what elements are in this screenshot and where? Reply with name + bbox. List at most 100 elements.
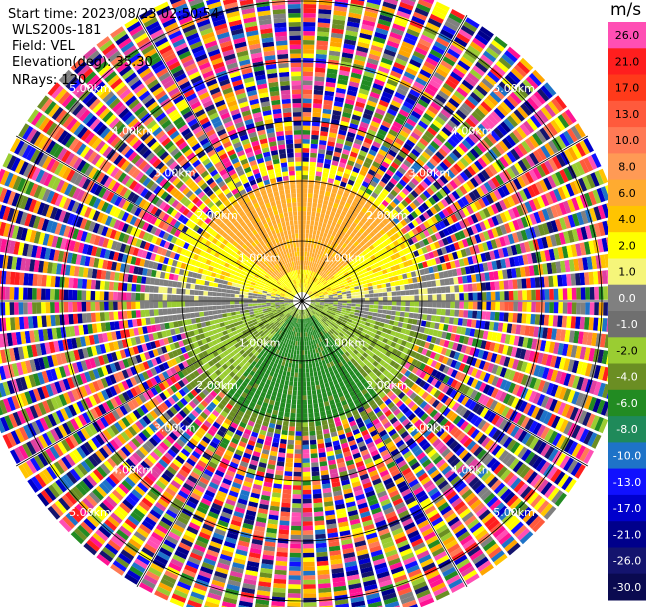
velocity-cell xyxy=(330,269,336,274)
velocity-cell xyxy=(461,238,469,248)
velocity-cell xyxy=(417,171,426,180)
velocity-cell xyxy=(319,231,324,237)
velocity-cell xyxy=(441,301,446,308)
velocity-cell xyxy=(560,329,566,342)
velocity-cell xyxy=(456,250,463,259)
velocity-cell xyxy=(342,301,347,304)
velocity-cell xyxy=(493,322,499,332)
velocity-cell xyxy=(324,247,329,253)
velocity-cell xyxy=(413,186,422,196)
velocity-cell xyxy=(499,291,505,301)
velocity-cell xyxy=(328,296,334,299)
velocity-cell xyxy=(594,302,599,316)
velocity-cell xyxy=(309,372,314,377)
velocity-cell xyxy=(320,266,324,271)
velocity-cell xyxy=(318,290,323,294)
velocity-cell xyxy=(365,247,371,254)
velocity-cell xyxy=(489,91,502,103)
velocity-cell xyxy=(565,183,575,197)
velocity-cell xyxy=(417,313,423,320)
velocity-cell xyxy=(328,245,334,251)
velocity-cell xyxy=(342,206,349,213)
velocity-cell xyxy=(284,471,293,477)
velocity-cell xyxy=(382,288,387,293)
velocity-cell xyxy=(495,332,502,343)
velocity-cell xyxy=(283,484,292,490)
velocity-cell xyxy=(339,252,344,258)
velocity-cell xyxy=(532,132,543,146)
velocity-cell xyxy=(513,256,520,267)
velocity-cell xyxy=(491,161,502,173)
velocity-cell xyxy=(530,94,543,108)
velocity-cell xyxy=(316,430,323,436)
velocity-cell xyxy=(351,211,358,218)
velocity-cell xyxy=(329,46,341,52)
velocity-cell xyxy=(311,281,315,286)
velocity-cell xyxy=(603,286,608,300)
velocity-cell xyxy=(509,91,522,105)
velocity-cell xyxy=(317,22,330,28)
velocity-cell xyxy=(349,250,356,256)
velocity-cell xyxy=(586,256,593,270)
velocity-cell xyxy=(561,274,568,287)
velocity-cell xyxy=(332,290,337,293)
velocity-cell xyxy=(326,271,331,276)
velocity-cell xyxy=(481,282,487,291)
velocity-cell xyxy=(291,521,301,526)
velocity-cell xyxy=(469,68,483,80)
velocity-cell xyxy=(506,246,514,257)
velocity-cell xyxy=(304,278,306,284)
velocity-cell xyxy=(311,271,315,277)
velocity-cell xyxy=(390,100,402,109)
velocity-cell xyxy=(278,529,289,535)
velocity-cell xyxy=(400,105,412,114)
velocity-cell xyxy=(428,251,435,259)
velocity-cell xyxy=(561,185,571,199)
velocity-cell xyxy=(302,413,308,418)
velocity-cell xyxy=(393,186,401,194)
velocity-cell xyxy=(302,215,307,221)
velocity-cell xyxy=(550,205,559,218)
velocity-cell xyxy=(351,266,357,272)
velocity-cell xyxy=(339,246,345,252)
velocity-cell xyxy=(588,191,597,206)
velocity-cell xyxy=(438,230,446,239)
velocity-cell xyxy=(438,323,445,331)
velocity-cell xyxy=(422,307,428,314)
velocity-cell xyxy=(447,137,458,148)
velocity-cell xyxy=(456,160,466,170)
velocity-cell xyxy=(446,17,461,28)
velocity-cell xyxy=(287,439,295,445)
velocity-cell xyxy=(491,176,501,188)
velocity-cell xyxy=(447,48,461,59)
velocity-cell xyxy=(341,242,348,249)
velocity-cell xyxy=(396,237,404,245)
velocity-cell xyxy=(399,242,406,250)
velocity-cell xyxy=(480,252,487,262)
velocity-cell xyxy=(313,243,317,249)
velocity-cell xyxy=(554,218,563,232)
velocity-cell xyxy=(564,329,571,343)
velocity-cell xyxy=(290,539,301,544)
velocity-cell xyxy=(408,283,414,290)
velocity-cell xyxy=(328,294,334,297)
velocity-cell xyxy=(403,101,414,110)
velocity-cell xyxy=(373,252,380,258)
velocity-cell xyxy=(291,349,294,355)
velocity-cell xyxy=(317,31,330,37)
velocity-cell xyxy=(410,131,421,141)
velocity-cell xyxy=(356,244,362,250)
velocity-cell xyxy=(465,327,471,336)
velocity-cell xyxy=(303,552,315,558)
velocity-cell xyxy=(326,249,331,255)
velocity-cell xyxy=(442,218,450,227)
velocity-cell xyxy=(525,76,539,90)
velocity-cell xyxy=(322,290,328,293)
velocity-cell xyxy=(368,244,375,251)
velocity-cell xyxy=(438,188,448,198)
velocity-cell xyxy=(364,297,370,301)
velocity-cell xyxy=(447,324,453,333)
velocity-cell xyxy=(541,236,549,249)
velocity-cell xyxy=(355,50,368,58)
velocity-cell xyxy=(328,173,336,180)
